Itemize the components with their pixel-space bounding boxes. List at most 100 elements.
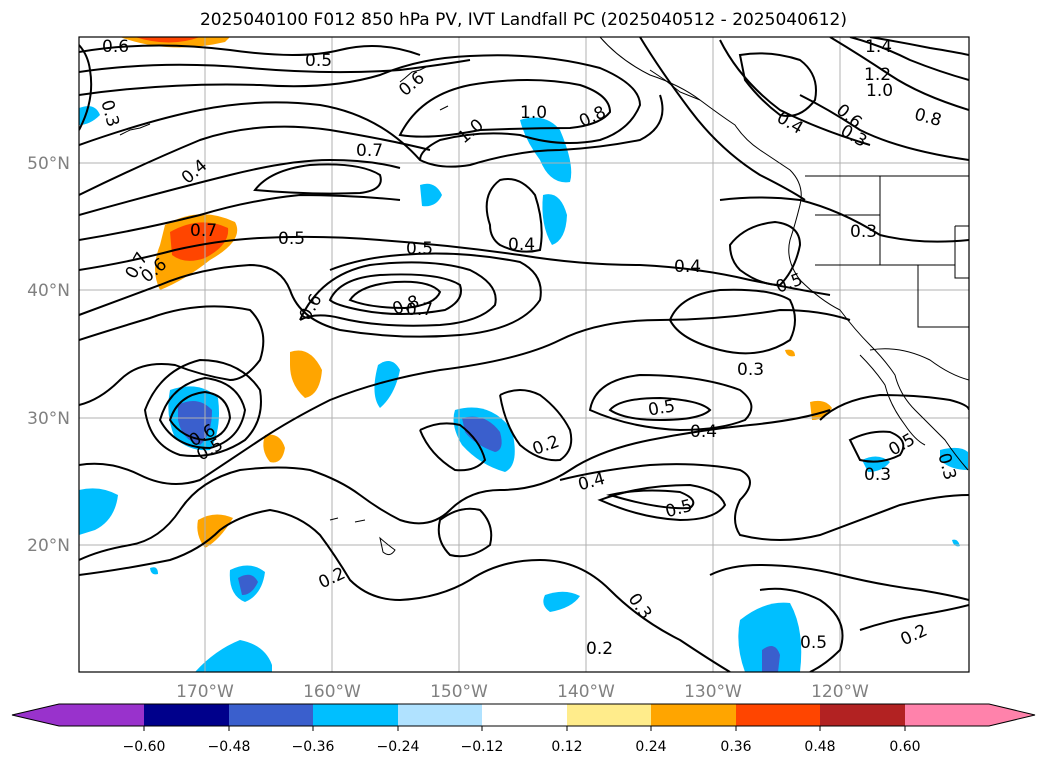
contour-line <box>79 308 851 485</box>
border-us-mexico <box>869 348 969 381</box>
colorbar-extend-low <box>12 704 59 726</box>
contour-line <box>719 39 871 146</box>
contour-label: 0.4 <box>508 235 535 255</box>
map-title: 2025040100 F012 850 hPa PV, IVT Landfall… <box>199 10 847 30</box>
latitude-labels: 50°N 40°N 30°N 20°N <box>27 154 70 556</box>
colorbar-tick-label: 0.48 <box>804 739 835 755</box>
contour-line <box>859 604 969 631</box>
anomaly-patch <box>195 640 272 672</box>
contour-label: 1.0 <box>866 81 893 101</box>
contour-label: 1.2 <box>864 65 891 85</box>
anomaly-patch <box>197 514 233 548</box>
colorbar-tick-label: −0.36 <box>292 739 335 755</box>
contour-line <box>299 261 497 327</box>
colorbar-tick-label: −0.12 <box>461 739 504 755</box>
contour-line <box>709 563 969 601</box>
contour-label: 0.5 <box>305 51 332 71</box>
colorbar-tick-label: 0.24 <box>635 739 666 755</box>
contour-label: 0.5 <box>278 229 305 249</box>
contour-line <box>79 508 731 672</box>
lon-label: 160°W <box>303 682 361 702</box>
contour-line <box>588 373 753 432</box>
anomaly-patch <box>940 447 968 470</box>
lon-label: 120°W <box>811 682 869 702</box>
contour-line <box>79 125 431 196</box>
contour-line <box>819 393 969 421</box>
contour-line <box>738 52 817 117</box>
contour-line <box>848 430 905 463</box>
contour-line <box>79 252 542 338</box>
colorbar-segment <box>736 704 820 726</box>
contour-line <box>499 389 573 462</box>
anomaly-patch <box>170 222 229 261</box>
contour-line <box>639 37 806 201</box>
colorbar-segment <box>144 704 229 726</box>
anomaly-patch <box>762 646 780 672</box>
anomaly-patch <box>542 194 567 245</box>
anomaly-patch <box>290 350 322 398</box>
contour-label: 0.7 <box>190 221 217 241</box>
contour-label: 0.5 <box>647 396 677 420</box>
contour-line <box>799 94 969 161</box>
contour-line <box>829 37 969 111</box>
colorbar-tick-label: −0.48 <box>208 739 251 755</box>
colorbar-segment <box>482 704 567 726</box>
contour-line <box>437 507 493 558</box>
anomaly-patch <box>374 361 400 408</box>
lon-label: 170°W <box>176 682 234 702</box>
contour-label: 0.4 <box>690 422 717 442</box>
contour-line <box>79 235 831 296</box>
colorbar-outline <box>11 703 1036 727</box>
anomaly-patch <box>79 488 118 535</box>
anomaly-patch <box>785 349 795 357</box>
contour-line <box>597 483 727 522</box>
contour-line <box>79 305 265 406</box>
longitude-labels: 170°W 160°W 150°W 140°W 130°W 120°W <box>176 682 869 702</box>
contour-line <box>79 44 93 131</box>
contour-line <box>719 196 969 243</box>
contour-label: 0.3 <box>850 222 877 242</box>
contour-label: 0.4 <box>674 257 701 277</box>
anomaly-patch <box>738 602 802 672</box>
contour-line <box>869 37 969 56</box>
contour-line <box>168 390 232 442</box>
contour-line <box>608 396 712 422</box>
colorbar-segment <box>398 704 482 726</box>
contour-line <box>79 158 401 216</box>
map-frame <box>78 36 970 673</box>
contour-label: 0.7 <box>356 141 383 161</box>
contour-line <box>79 193 401 241</box>
contour-line <box>79 409 831 561</box>
contour-label: 0.3 <box>864 465 891 485</box>
contour-line <box>79 94 664 168</box>
colorbar-tick-label: 0.12 <box>551 739 582 755</box>
colorbar-tick-label: 0.36 <box>720 739 751 755</box>
colorbar-tick-label: −0.60 <box>123 739 166 755</box>
contour-line <box>668 288 796 355</box>
anomaly-patch <box>420 183 442 207</box>
contour-line <box>398 79 612 138</box>
colorbar-segment <box>820 704 905 726</box>
contour-label: 0.3 <box>737 360 764 380</box>
contour-line <box>849 37 969 81</box>
lat-label: 40°N <box>27 281 70 301</box>
contour-label: 0.5 <box>800 633 827 653</box>
colorbar-segment <box>313 704 398 726</box>
lon-label: 130°W <box>684 682 742 702</box>
colorbar-segment <box>567 704 651 726</box>
contour-line <box>328 273 462 315</box>
colorbar-segment <box>905 704 989 726</box>
anomaly-patch <box>150 567 158 575</box>
colorbar-tick-label: −0.24 <box>377 739 420 755</box>
contour-label: 0.6 <box>102 37 129 57</box>
colorbar-segment <box>229 704 313 726</box>
lat-label: 50°N <box>27 154 70 174</box>
colorbar-segment <box>59 704 144 726</box>
lat-label: 30°N <box>27 409 70 429</box>
anomaly-patch <box>135 37 200 43</box>
colorbar-extend-high <box>989 704 1035 726</box>
lat-label: 20°N <box>27 536 70 556</box>
contour-label: 0.5 <box>406 239 433 259</box>
colorbar-tick-label: 0.60 <box>889 739 920 755</box>
